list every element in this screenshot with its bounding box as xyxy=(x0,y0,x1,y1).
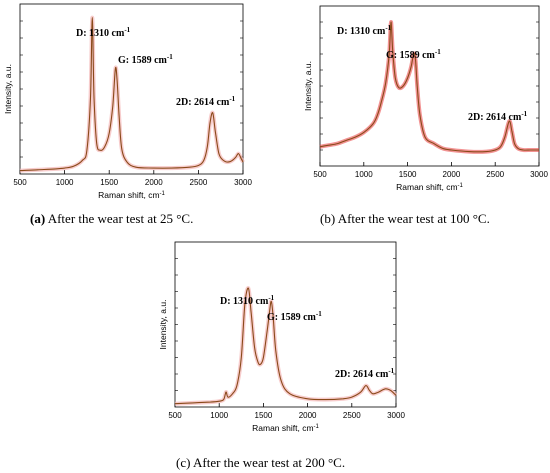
x-tick-label: 2000 xyxy=(443,170,461,179)
x-tick-label: 1000 xyxy=(210,411,228,420)
x-tick-label: 2500 xyxy=(190,178,208,187)
raman-chart-b: 500 1000 1500 2000 2500 3000 Raman shift, cm-1… xyxy=(303,5,548,192)
peak-label: G: 1589 cm-1 xyxy=(118,53,173,66)
x-tick-label: 1000 xyxy=(56,178,74,187)
spectrum-line xyxy=(319,21,539,153)
x-axis-label: Raman shift, cm-1 xyxy=(98,190,165,200)
raman-chart-a: 500 1000 1500 2000 2500 3000 Raman shift, cm-1… xyxy=(3,3,252,200)
x-axis-label: Raman shift, cm-1 xyxy=(252,423,319,433)
x-tick-label: 2000 xyxy=(299,411,317,420)
x-tick-label: 3000 xyxy=(234,178,252,187)
caption-b-text: After the wear test at 100 °C. xyxy=(337,211,490,226)
caption-a-text: After the wear test at 25 °C. xyxy=(47,211,194,226)
peak-label: 2D: 2614 cm-1 xyxy=(468,110,528,123)
peak-label: G: 1589 cm-1 xyxy=(267,310,322,323)
caption-c-label: (c) xyxy=(176,455,191,470)
x-tick-label: 1500 xyxy=(399,170,417,179)
peak-label: 2D: 2614 cm-1 xyxy=(176,95,236,108)
peak-label: G: 1589 cm-1 xyxy=(386,48,441,61)
peak-label: D: 1310 cm-1 xyxy=(220,294,275,307)
x-tick-label: 1500 xyxy=(255,411,273,420)
x-tick-label: 3000 xyxy=(387,411,405,420)
peak-label: D: 1310 cm-1 xyxy=(337,24,392,37)
chart-panel-c: 500 1000 1500 2000 2500 3000 Raman shift, cm-1… xyxy=(140,236,420,473)
x-tick-label: 2000 xyxy=(145,178,163,187)
y-axis-label: Intensity, a.u. xyxy=(158,300,168,350)
y-axis-label: Intensity, a.u. xyxy=(3,64,13,114)
x-tick-label: 2500 xyxy=(343,411,361,420)
x-tick-label: 500 xyxy=(313,170,327,179)
x-tick-label: 1000 xyxy=(355,170,373,179)
plot-frame-a xyxy=(19,3,244,175)
caption-a-label: (a) xyxy=(30,211,46,226)
caption-c-text: After the wear test at 200 °C. xyxy=(192,455,346,470)
plot-frame-c xyxy=(174,241,397,408)
x-tick-label: 500 xyxy=(168,411,182,420)
x-tick-label: 1500 xyxy=(100,178,118,187)
peak-label: D: 1310 cm-1 xyxy=(76,26,131,39)
spectrum-line xyxy=(19,17,244,172)
y-axis-label: Intensity, a.u. xyxy=(303,61,313,111)
spectrum-band xyxy=(19,15,245,173)
x-tick-label: 500 xyxy=(13,178,27,187)
chart-panel-a: 500 1000 1500 2000 2500 3000 Raman shift, cm-1… xyxy=(0,0,270,240)
caption-a: (a) After the wear test at 25 °C. xyxy=(30,211,193,227)
x-axis-label: Raman shift, cm-1 xyxy=(396,182,463,192)
peak-label: 2D: 2614 cm-1 xyxy=(335,367,395,380)
raman-chart-c: 500 1000 1500 2000 2500 3000 Raman shift, cm-1… xyxy=(158,241,405,433)
caption-b: (b) After the wear test at 100 °C. xyxy=(320,211,490,227)
x-tick-label: 2500 xyxy=(486,170,504,179)
caption-c: (c) After the wear test at 200 °C. xyxy=(176,455,345,471)
caption-b-label: (b) xyxy=(320,211,336,226)
spectrum-band xyxy=(174,286,398,406)
chart-panel-b: 500 1000 1500 2000 2500 3000 Raman shift, cm-1… xyxy=(290,0,550,240)
x-tick-label: 3000 xyxy=(530,170,548,179)
spectrum-line xyxy=(174,287,397,405)
